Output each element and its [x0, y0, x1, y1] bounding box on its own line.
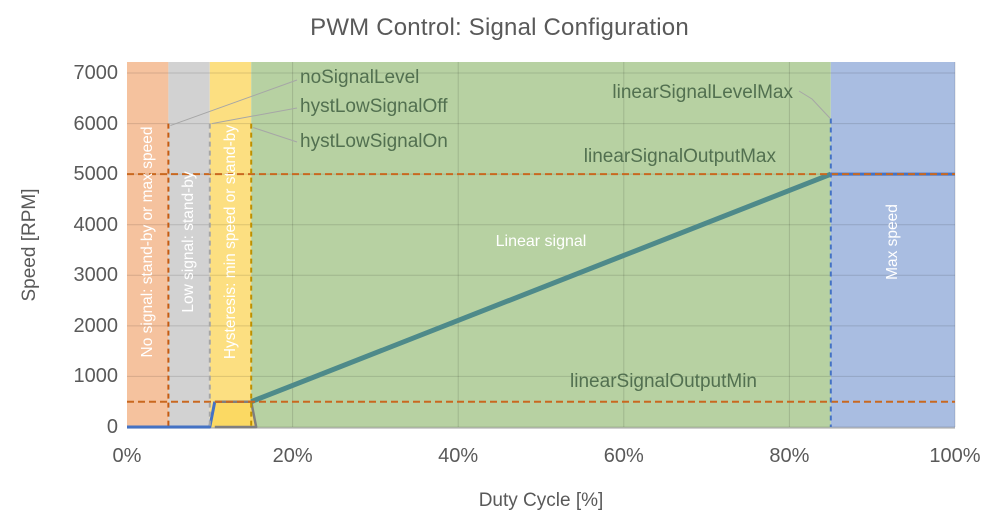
- y-tick-label-3000: 3000: [73, 264, 119, 287]
- region-max-speed: [830, 62, 955, 428]
- callout-hyst-low-signal-on: hystLowSignalOn: [300, 131, 448, 152]
- leader-no-signal-level: [170, 79, 298, 127]
- region-low-signal: [168, 62, 210, 428]
- y-tick-label-7000: 7000: [73, 62, 119, 84]
- region-no-signal: [127, 62, 169, 428]
- region-label-max-speed: Max speed: [883, 204, 901, 280]
- y-axis-title: Speed [RPM]: [19, 188, 40, 302]
- x-axis-title: Duty Cycle [%]: [478, 490, 604, 511]
- x-tick-label-20%: 20%: [272, 445, 313, 467]
- series-low-signal-path: [127, 401, 217, 429]
- region-linear: [251, 62, 831, 428]
- y-tick-label-6000: 6000: [73, 112, 119, 135]
- region-label-low-signal: Low signal: stand-by: [180, 171, 198, 313]
- y-tick-label-4000: 4000: [73, 213, 119, 236]
- series-linear-signal-line: [250, 171, 832, 405]
- leader-hyst-low-signal-off: [211, 107, 298, 125]
- x-tick-label-0%: 0%: [112, 445, 142, 467]
- x-tick-label-100%: 100%: [929, 445, 981, 467]
- region-label-linear: Linear signal: [495, 233, 587, 250]
- y-tick-label-5000: 5000: [73, 163, 119, 186]
- callout-linear-signal-output-min: linearSignalOutputMin: [570, 371, 757, 392]
- leader-hyst-low-signal-on: [253, 127, 298, 143]
- callout-no-signal-level: noSignalLevel: [300, 67, 420, 88]
- leader-linear-signal-level-max: [798, 90, 831, 119]
- region-label-hysteresis: Hysteresis: min speed or stand-by: [221, 124, 239, 360]
- y-tick-label-1000: 1000: [73, 365, 119, 388]
- region-label-no-signal: No signal: stand-by or max speed: [138, 126, 156, 358]
- y-tick-label-0: 0: [106, 416, 118, 438]
- y-tick-label-2000: 2000: [73, 314, 119, 337]
- callout-linear-signal-output-max: linearSignalOutputMax: [583, 146, 776, 167]
- chart-title: PWM Control: Signal Configuration: [310, 14, 689, 41]
- hysteresis-fill: [209, 401, 257, 427]
- x-tick-label-80%: 80%: [769, 445, 810, 467]
- callout-linear-signal-level-max: linearSignalLevelMax: [612, 82, 793, 103]
- x-tick-label-40%: 40%: [438, 445, 479, 467]
- x-tick-label-60%: 60%: [603, 445, 644, 467]
- callout-hyst-low-signal-off: hystLowSignalOff: [300, 96, 448, 117]
